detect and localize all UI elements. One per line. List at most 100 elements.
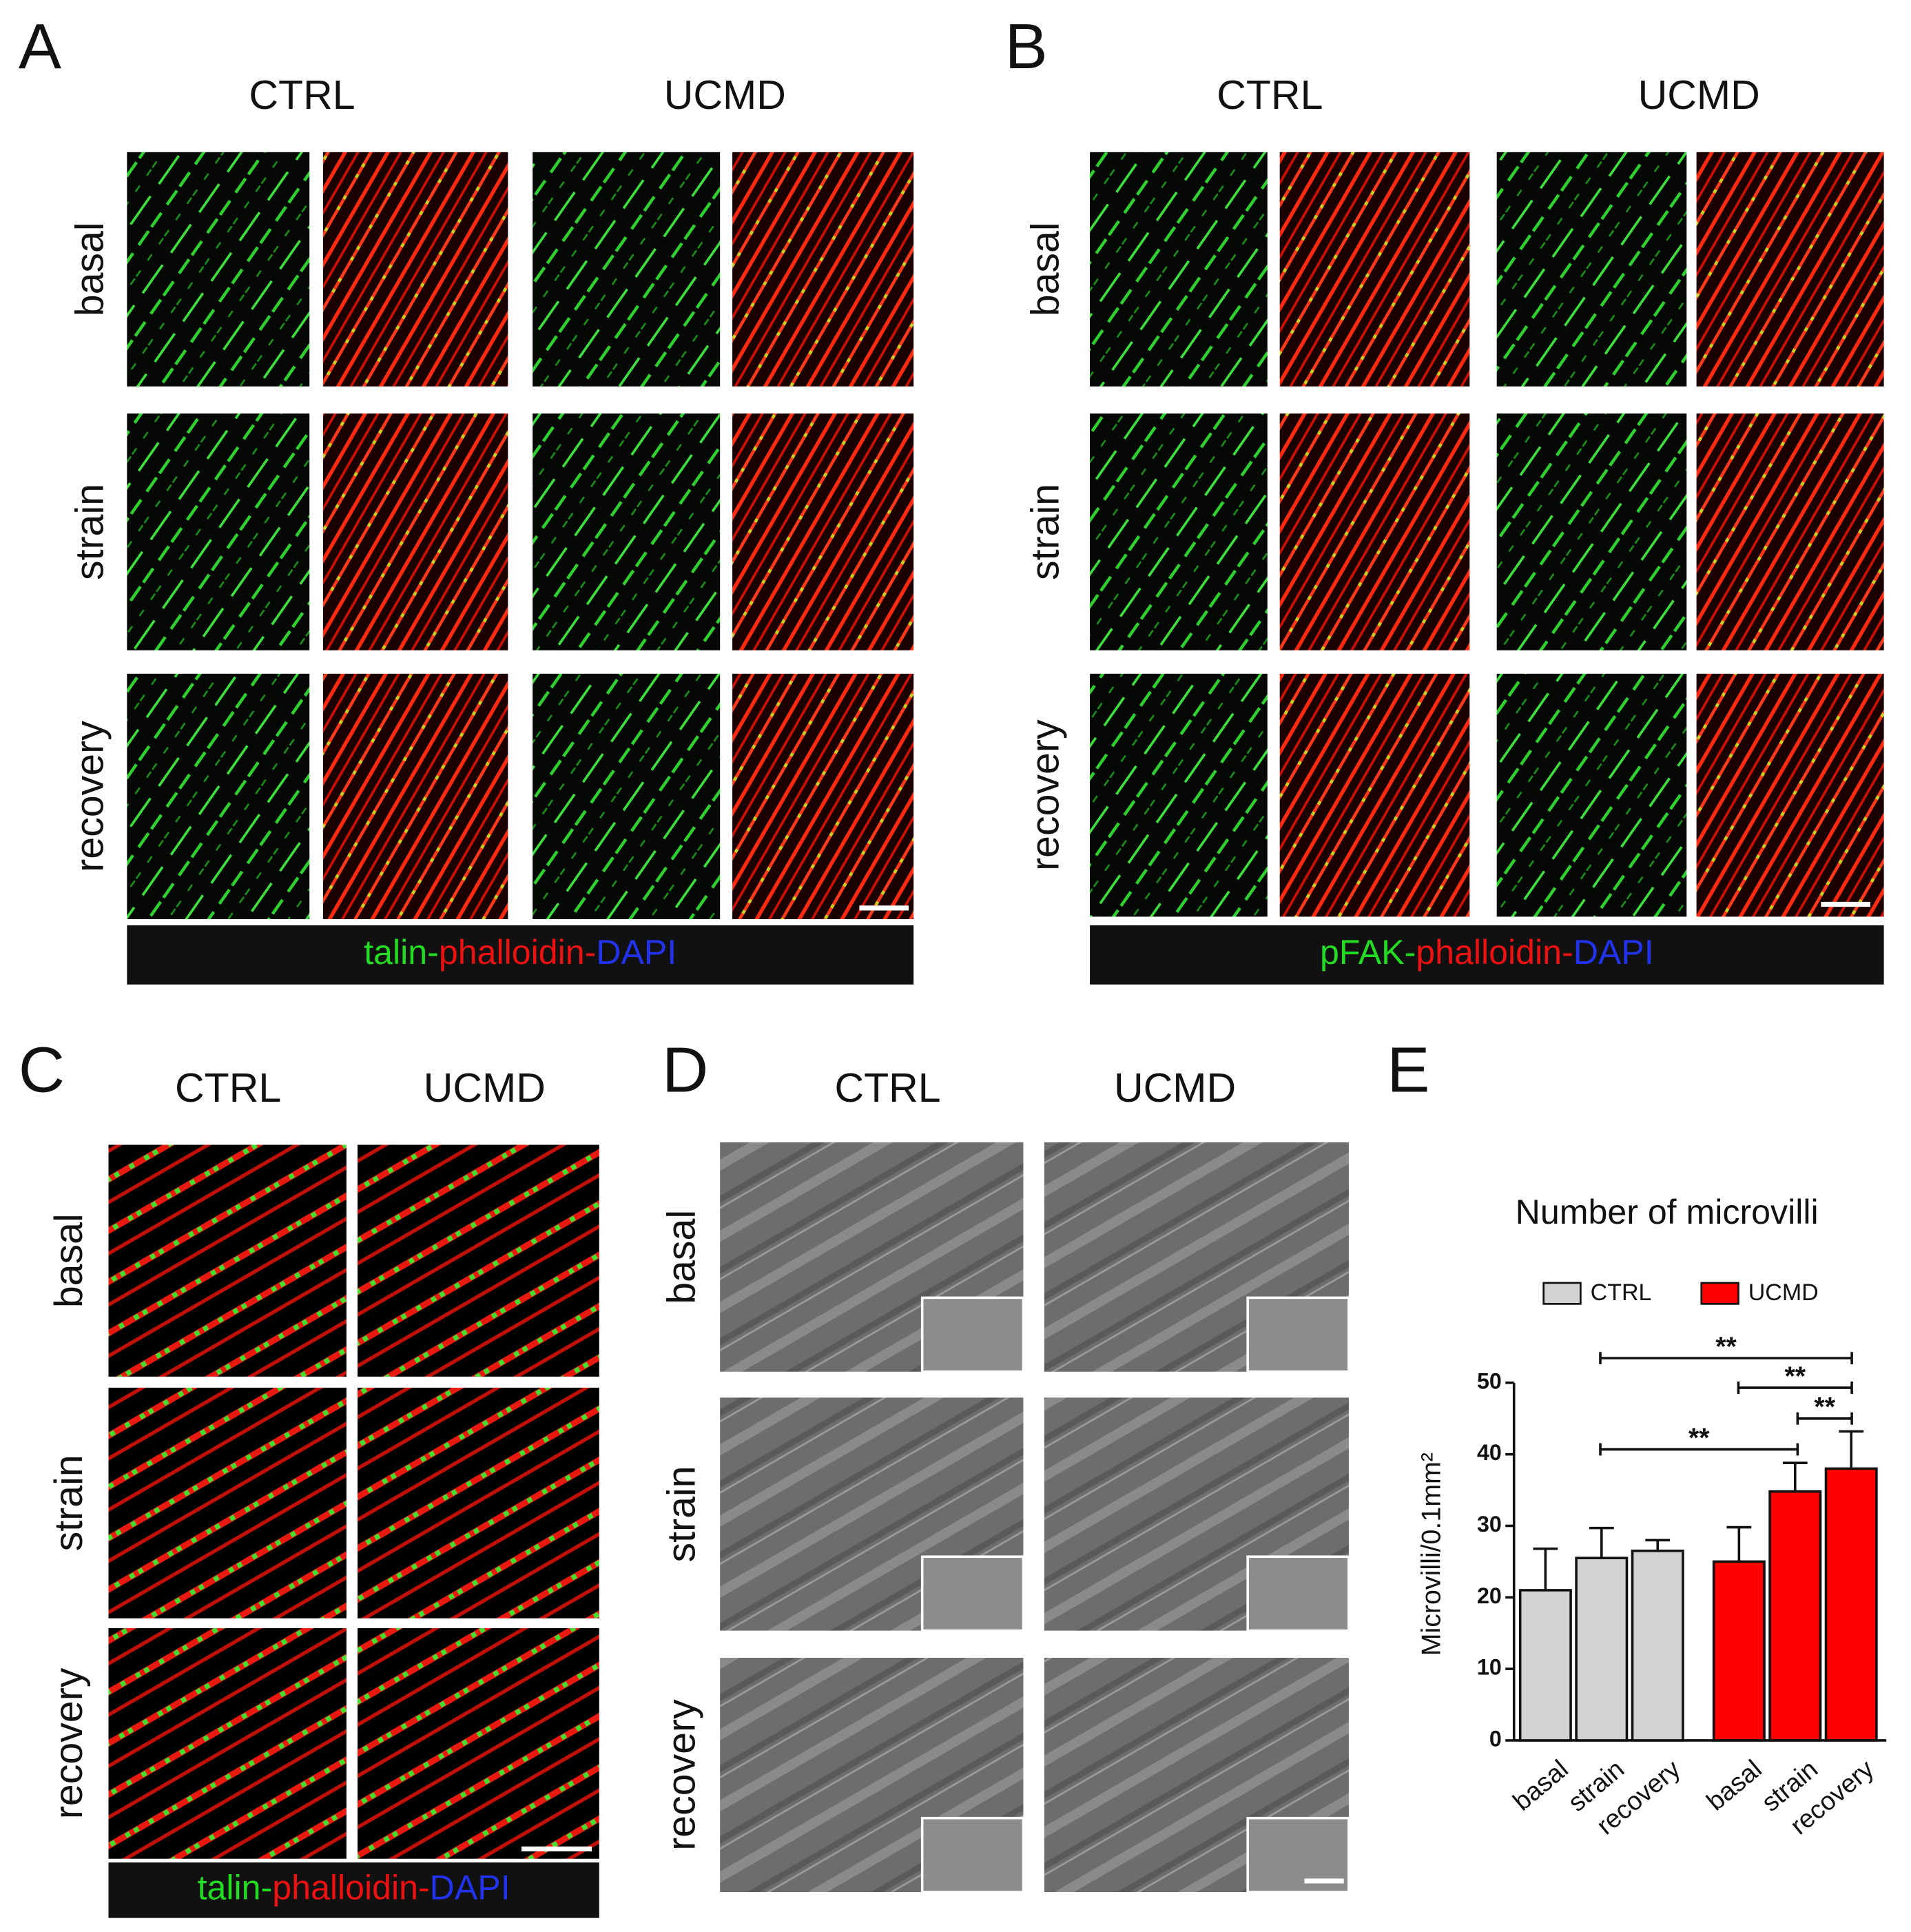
bar: [1824, 1467, 1878, 1742]
micrograph: [358, 1628, 599, 1859]
micrograph-inset: [1246, 1296, 1350, 1373]
micrograph: [108, 1144, 347, 1377]
micrograph-inset: [920, 1296, 1025, 1373]
row-label: recovery: [68, 721, 112, 872]
micrograph: [1279, 673, 1470, 917]
micrograph: [1696, 413, 1884, 650]
stain-name: DAPI: [430, 1869, 510, 1907]
x-tick-label: basal: [1507, 1754, 1573, 1816]
micrograph: [1696, 152, 1884, 387]
stain-name: talin-: [364, 933, 439, 972]
y-tick-label: 40: [1477, 1440, 1502, 1465]
caption-bar: [108, 1862, 599, 1918]
column-header: CTRL: [1217, 72, 1323, 118]
micrograph: [533, 413, 721, 650]
chart-title: Number of microvilli: [1516, 1193, 1819, 1231]
y-tick-label: 50: [1477, 1368, 1502, 1393]
caption-bar: [127, 925, 914, 985]
legend-swatch: [1700, 1282, 1739, 1305]
micrograph: [127, 152, 310, 387]
legend-swatch: [1542, 1282, 1582, 1305]
significance-label: **: [1715, 1332, 1737, 1362]
micrograph: [358, 1144, 599, 1377]
stain-caption: pFAK-phalloidin-DAPI: [1320, 933, 1654, 972]
micrograph: [533, 673, 721, 919]
panel-label: D: [662, 1034, 708, 1106]
significance-label: **: [1784, 1361, 1806, 1391]
row-label: basal: [68, 222, 112, 316]
micrograph: [732, 413, 914, 650]
column-header: UCMD: [1638, 72, 1760, 118]
legend-label: UCMD: [1748, 1280, 1819, 1306]
micrograph: [1496, 152, 1687, 387]
column-header: CTRL: [175, 1065, 281, 1111]
legend-label: CTRL: [1591, 1280, 1652, 1306]
y-tick-label: 30: [1477, 1512, 1502, 1537]
micrograph: [732, 152, 914, 387]
micrograph-inset: [920, 1555, 1025, 1632]
row-label: recovery: [47, 1667, 91, 1819]
column-header: UCMD: [424, 1065, 546, 1111]
micrograph: [533, 152, 721, 387]
column-header: UCMD: [1114, 1065, 1236, 1111]
bar: [1575, 1556, 1629, 1742]
bar: [1712, 1560, 1766, 1742]
micrograph: [1496, 413, 1687, 650]
panel-label: E: [1387, 1034, 1429, 1106]
row-label: strain: [659, 1466, 703, 1563]
micrograph: [127, 673, 310, 919]
panel-label: A: [19, 10, 61, 82]
column-header: UCMD: [664, 72, 786, 118]
row-label: basal: [47, 1213, 91, 1308]
micrograph: [108, 1628, 347, 1859]
x-tick-label: basal: [1701, 1754, 1767, 1816]
y-axis-label: Microvilli/0.1mm²: [1416, 1452, 1446, 1656]
stain-name: phalloidin-: [1416, 933, 1573, 972]
stain-caption: talin-phalloidin-DAPI: [198, 1869, 510, 1907]
stain-name: DAPI: [596, 933, 676, 972]
micrograph: [358, 1388, 599, 1618]
panel-label: C: [19, 1034, 65, 1106]
panel-label: B: [1005, 10, 1048, 82]
micrograph: [127, 413, 310, 650]
micrograph: [1496, 673, 1687, 917]
row-label: strain: [47, 1455, 91, 1551]
micrograph: [1090, 673, 1268, 917]
bar: [1518, 1589, 1572, 1742]
stain-name: phalloidin-: [439, 933, 596, 972]
micrograph: [108, 1388, 347, 1618]
micrograph-inset: [1246, 1555, 1350, 1632]
bar: [1631, 1550, 1684, 1742]
row-label: basal: [1023, 222, 1067, 316]
column-header: CTRL: [834, 1065, 940, 1111]
stain-name: talin-: [198, 1869, 273, 1907]
micrograph: [1279, 413, 1470, 650]
stain-caption: talin-phalloidin-DAPI: [364, 933, 676, 972]
y-tick-label: 20: [1477, 1583, 1502, 1608]
row-label: strain: [1023, 484, 1067, 580]
row-label: basal: [659, 1210, 703, 1304]
row-label: recovery: [659, 1699, 703, 1851]
micrograph: [1279, 152, 1470, 387]
row-label: recovery: [1023, 719, 1067, 871]
stain-name: pFAK-: [1320, 933, 1416, 972]
row-label: strain: [68, 484, 112, 580]
significance-label: **: [1814, 1392, 1835, 1422]
stain-name: DAPI: [1573, 933, 1654, 972]
micrograph: [322, 152, 508, 387]
micrograph: [1090, 152, 1268, 387]
micrograph: [1696, 673, 1884, 917]
micrograph: [322, 413, 508, 650]
column-header: CTRL: [249, 72, 355, 118]
micrograph: [732, 673, 914, 919]
bar: [1768, 1490, 1822, 1742]
micrograph: [1090, 413, 1268, 650]
micrograph-inset: [920, 1816, 1025, 1893]
stain-name: phalloidin-: [272, 1869, 429, 1907]
micrograph: [322, 673, 508, 919]
significance-label: **: [1688, 1423, 1710, 1453]
y-tick-label: 10: [1477, 1655, 1502, 1680]
caption-bar: [1090, 925, 1884, 985]
y-tick-label: 0: [1489, 1726, 1502, 1751]
